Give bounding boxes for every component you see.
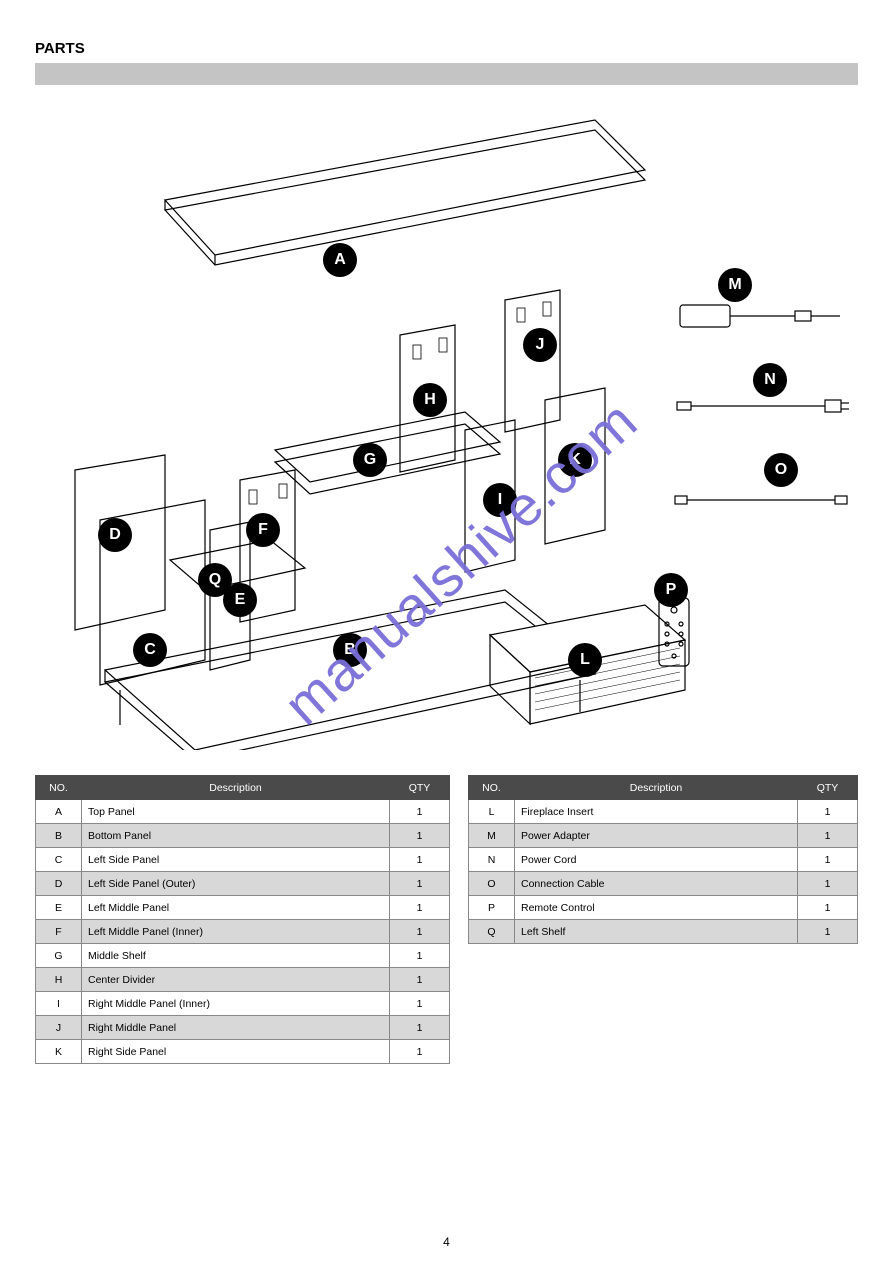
marker-m: M bbox=[718, 268, 752, 302]
parts-table-left: NO. Description QTY ATop Panel1 BBottom … bbox=[35, 775, 450, 1064]
cell-no: P bbox=[469, 896, 515, 920]
cell-no: G bbox=[36, 944, 82, 968]
cell-desc: Center Divider bbox=[82, 968, 390, 992]
parts-tables: NO. Description QTY ATop Panel1 BBottom … bbox=[35, 775, 858, 1064]
cell-no: O bbox=[469, 872, 515, 896]
cell-qty: 1 bbox=[390, 944, 450, 968]
cell-qty: 1 bbox=[390, 968, 450, 992]
cell-qty: 1 bbox=[390, 896, 450, 920]
table-row: GMiddle Shelf1 bbox=[36, 944, 450, 968]
table-row: CLeft Side Panel1 bbox=[36, 848, 450, 872]
table-row: PRemote Control1 bbox=[469, 896, 858, 920]
parts-table-right: NO. Description QTY LFireplace Insert1 M… bbox=[468, 775, 858, 944]
marker-h: H bbox=[413, 383, 447, 417]
table-row: DLeft Side Panel (Outer)1 bbox=[36, 872, 450, 896]
table-row: MPower Adapter1 bbox=[469, 824, 858, 848]
cell-desc: Remote Control bbox=[515, 896, 798, 920]
cell-no: A bbox=[36, 800, 82, 824]
cell-desc: Left Side Panel (Outer) bbox=[82, 872, 390, 896]
th-desc: Description bbox=[515, 776, 798, 800]
table-row: IRight Middle Panel (Inner)1 bbox=[36, 992, 450, 1016]
cell-no: I bbox=[36, 992, 82, 1016]
cell-desc: Left Middle Panel (Inner) bbox=[82, 920, 390, 944]
cell-qty: 1 bbox=[390, 1040, 450, 1064]
cell-no: H bbox=[36, 968, 82, 992]
cell-qty: 1 bbox=[390, 992, 450, 1016]
page-number: 4 bbox=[443, 1235, 450, 1249]
cell-desc: Left Side Panel bbox=[82, 848, 390, 872]
cell-desc: Right Side Panel bbox=[82, 1040, 390, 1064]
table-row: FLeft Middle Panel (Inner)1 bbox=[36, 920, 450, 944]
marker-n: N bbox=[753, 363, 787, 397]
cell-no: Q bbox=[469, 920, 515, 944]
cell-desc: Power Adapter bbox=[515, 824, 798, 848]
table-row: NPower Cord1 bbox=[469, 848, 858, 872]
table-row: HCenter Divider1 bbox=[36, 968, 450, 992]
marker-f: F bbox=[246, 513, 280, 547]
cell-desc: Right Middle Panel (Inner) bbox=[82, 992, 390, 1016]
table-row: OConnection Cable1 bbox=[469, 872, 858, 896]
cell-desc: Right Middle Panel bbox=[82, 1016, 390, 1040]
section-title: PARTS bbox=[35, 40, 858, 57]
cell-desc: Left Middle Panel bbox=[82, 896, 390, 920]
th-no: NO. bbox=[36, 776, 82, 800]
th-qty: QTY bbox=[390, 776, 450, 800]
cell-qty: 1 bbox=[798, 872, 858, 896]
table-row: ATop Panel1 bbox=[36, 800, 450, 824]
marker-b: B bbox=[333, 633, 367, 667]
cell-no: F bbox=[36, 920, 82, 944]
cell-desc: Left Shelf bbox=[515, 920, 798, 944]
marker-k: K bbox=[558, 443, 592, 477]
th-desc: Description bbox=[82, 776, 390, 800]
marker-g: G bbox=[353, 443, 387, 477]
cell-no: D bbox=[36, 872, 82, 896]
cell-qty: 1 bbox=[390, 1016, 450, 1040]
page: PARTS bbox=[0, 0, 893, 1263]
cell-qty: 1 bbox=[390, 800, 450, 824]
cell-no: J bbox=[36, 1016, 82, 1040]
cell-qty: 1 bbox=[798, 824, 858, 848]
cell-desc: Bottom Panel bbox=[82, 824, 390, 848]
cell-qty: 1 bbox=[798, 848, 858, 872]
section-bar bbox=[35, 63, 858, 85]
cell-no: C bbox=[36, 848, 82, 872]
th-no: NO. bbox=[469, 776, 515, 800]
cell-no: E bbox=[36, 896, 82, 920]
cell-no: L bbox=[469, 800, 515, 824]
marker-c: C bbox=[133, 633, 167, 667]
cell-qty: 1 bbox=[390, 920, 450, 944]
marker-j: J bbox=[523, 328, 557, 362]
cell-desc: Power Cord bbox=[515, 848, 798, 872]
marker-q: Q bbox=[198, 563, 232, 597]
marker-o: O bbox=[764, 453, 798, 487]
cell-qty: 1 bbox=[390, 824, 450, 848]
marker-a: A bbox=[323, 243, 357, 277]
cell-qty: 1 bbox=[798, 800, 858, 824]
cell-desc: Connection Cable bbox=[515, 872, 798, 896]
exploded-diagram: A B C D E F G H I J K L M N O P Q manual… bbox=[35, 100, 858, 750]
table-row: QLeft Shelf1 bbox=[469, 920, 858, 944]
table-row: JRight Middle Panel1 bbox=[36, 1016, 450, 1040]
marker-i: I bbox=[483, 483, 517, 517]
table-row: KRight Side Panel1 bbox=[36, 1040, 450, 1064]
cell-qty: 1 bbox=[390, 872, 450, 896]
th-qty: QTY bbox=[798, 776, 858, 800]
cell-desc: Middle Shelf bbox=[82, 944, 390, 968]
cell-desc: Top Panel bbox=[82, 800, 390, 824]
cell-qty: 1 bbox=[798, 896, 858, 920]
table-row: LFireplace Insert1 bbox=[469, 800, 858, 824]
cell-no: B bbox=[36, 824, 82, 848]
cell-qty: 1 bbox=[390, 848, 450, 872]
cell-desc: Fireplace Insert bbox=[515, 800, 798, 824]
table-row: BBottom Panel1 bbox=[36, 824, 450, 848]
marker-d: D bbox=[98, 518, 132, 552]
marker-p: P bbox=[654, 573, 688, 607]
marker-l: L bbox=[568, 643, 602, 677]
cell-qty: 1 bbox=[798, 920, 858, 944]
cell-no: K bbox=[36, 1040, 82, 1064]
cell-no: N bbox=[469, 848, 515, 872]
table-row: ELeft Middle Panel1 bbox=[36, 896, 450, 920]
cell-no: M bbox=[469, 824, 515, 848]
